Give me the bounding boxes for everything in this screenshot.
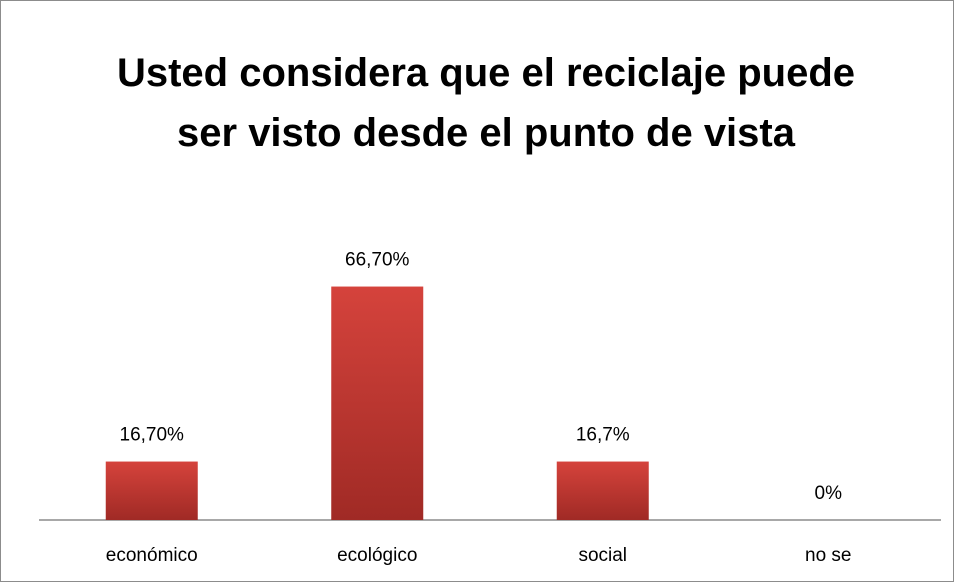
- x-tick-label: económico: [106, 545, 198, 566]
- x-tick-label: social: [578, 545, 627, 566]
- data-label: 0%: [815, 483, 843, 504]
- data-label: 66,70%: [345, 250, 410, 271]
- chart-title: Usted considera que el reciclaje puede s…: [116, 51, 856, 155]
- bar: [331, 286, 424, 520]
- data-label: 16,70%: [120, 425, 185, 446]
- x-tick-label: no se: [805, 545, 851, 566]
- bar: [556, 461, 649, 520]
- x-tick-label: ecológico: [337, 545, 417, 566]
- bar: [105, 461, 198, 520]
- data-label: 16,7%: [576, 425, 630, 446]
